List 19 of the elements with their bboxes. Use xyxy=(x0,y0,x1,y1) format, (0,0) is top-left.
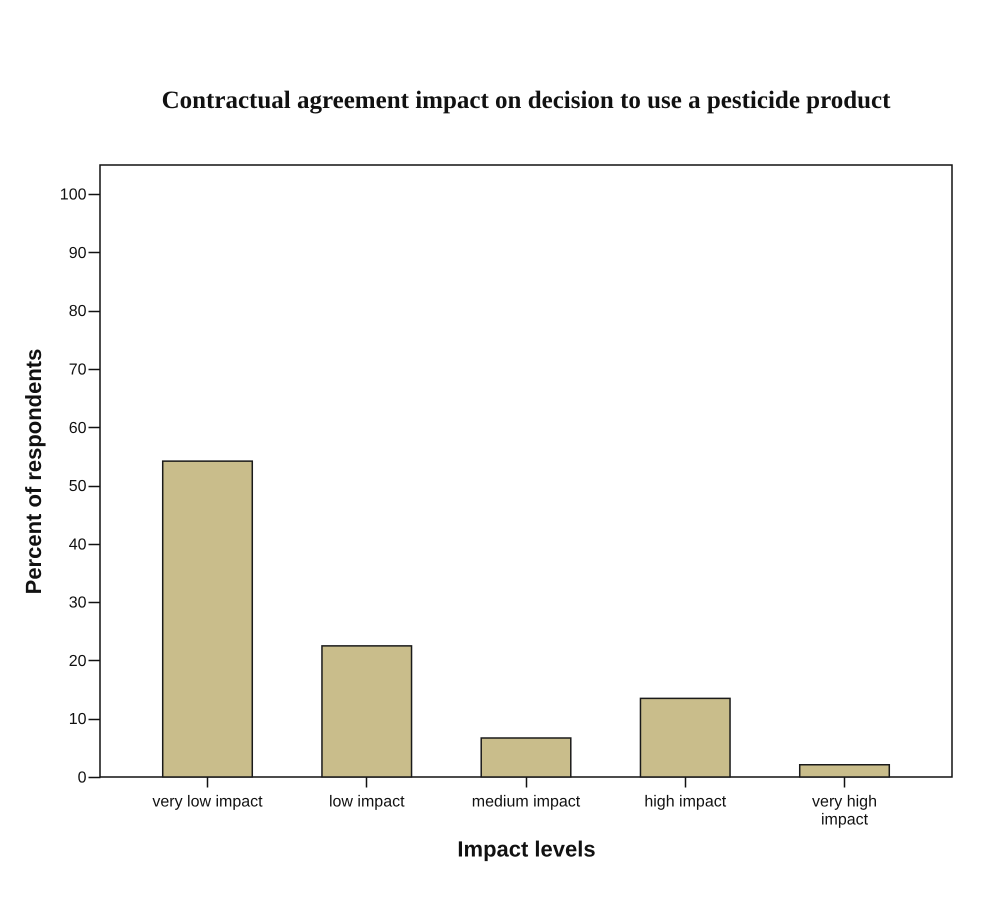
y-tick-label: 70 xyxy=(68,362,87,378)
y-tick-label: 0 xyxy=(78,770,87,786)
y-tick-label: 40 xyxy=(68,536,87,554)
y-tick-label: 10 xyxy=(68,711,87,728)
y-tick-label: 90 xyxy=(68,244,87,262)
x-axis-title: Impact levels xyxy=(457,836,596,862)
x-tick-label: high impact xyxy=(644,794,727,810)
y-tick-label: 100 xyxy=(60,186,87,204)
y-tick-label: 30 xyxy=(68,594,87,612)
x-tick-label: very low impact xyxy=(152,794,264,810)
y-tick-label: 60 xyxy=(68,420,87,437)
y-tick-label: 20 xyxy=(68,652,87,670)
x-tick-label: very high impact xyxy=(812,794,877,828)
y-axis-title: Percent of respondents xyxy=(20,348,46,594)
y-tick-label: 50 xyxy=(68,478,87,496)
chart-title: Contractual agreement impact on decision to use a pesticide product xyxy=(162,87,892,114)
x-tick-label: low impact xyxy=(328,794,406,810)
y-tick-label: 80 xyxy=(68,303,87,320)
x-tick-label: medium impact xyxy=(472,794,581,810)
